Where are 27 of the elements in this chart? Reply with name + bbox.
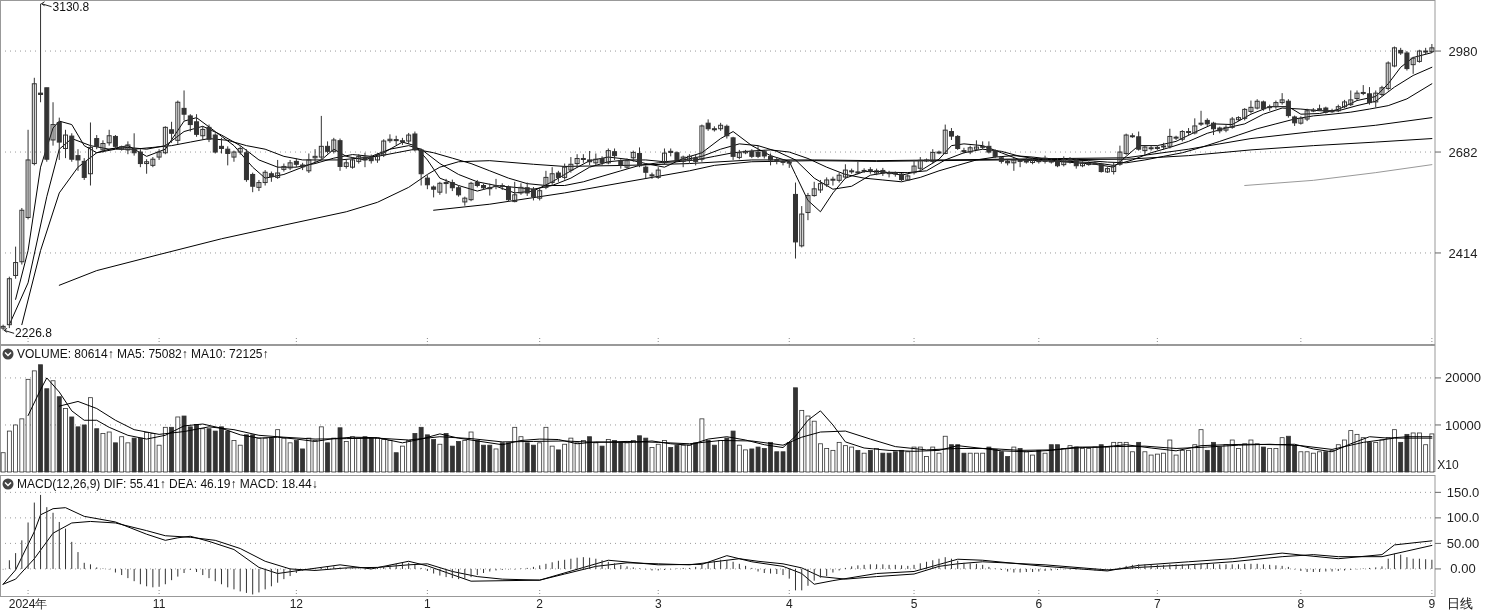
x-tick-label: 5 — [910, 597, 918, 611]
y-tick-label: 100.0 — [1446, 510, 1480, 526]
y-tick-label: 150.0 — [1446, 484, 1480, 500]
annotation: 3130.8 — [52, 0, 90, 14]
y-tick-label: 10000 — [1444, 417, 1482, 433]
x-tick-label: 9 — [1428, 597, 1436, 611]
x-tick-label: 2024年 — [8, 597, 48, 611]
text: X10 — [1437, 458, 1459, 472]
y-tick-label: 2682 — [1448, 144, 1478, 160]
x-tick-label: 1 — [424, 597, 432, 611]
x-tick-label: 12 — [289, 597, 304, 611]
y-tick-label: 0.00 — [1450, 561, 1476, 577]
x-tick-label: 2 — [536, 597, 544, 611]
text: 日线 — [1447, 596, 1473, 611]
x-tick-label: 6 — [1035, 597, 1043, 611]
chart-title: VOLUME: 80614↑ MA5: 75082↑ MA10: 72125↑ — [17, 347, 269, 361]
x-tick-label: 8 — [1297, 597, 1305, 611]
chart-title: MACD(12,26,9) DIF: 55.41↑ DEA: 46.19↑ MACD: 18.44↓ — [17, 477, 318, 491]
y-tick-label: 2980 — [1448, 43, 1478, 59]
y-tick-label: 2414 — [1448, 245, 1478, 261]
y-tick-label: 20000 — [1444, 370, 1482, 386]
x-tick-label: 11 — [152, 597, 166, 611]
x-tick-label: 7 — [1154, 597, 1162, 611]
x-tick-label: 4 — [785, 597, 793, 611]
annotation: 2226.8 — [15, 326, 53, 341]
x-tick-label: 3 — [654, 597, 662, 611]
y-tick-label: 50.00 — [1446, 535, 1480, 551]
